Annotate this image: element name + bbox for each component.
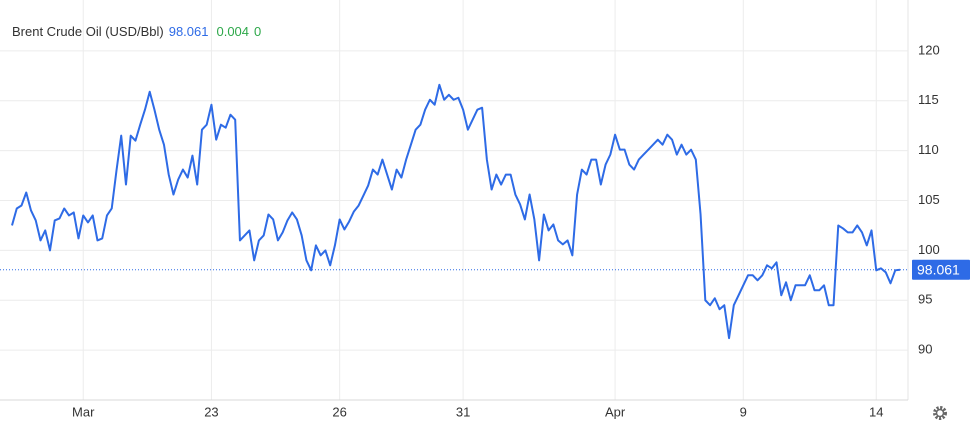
price: 98.061 [169,24,209,39]
change-pct: 0 [254,24,261,39]
y-tick-label: 90 [918,342,932,357]
y-tick-label: 120 [918,42,940,57]
price-line [11,83,901,340]
x-tick-label: Apr [605,404,626,419]
y-tick-label: 110 [918,142,939,157]
chart-title: Brent Crude Oil (USD/Bbl) [12,24,164,39]
y-tick-label: 105 [918,192,940,207]
y-tick-label: 115 [918,92,939,107]
change: 0.004 [216,24,249,39]
x-tick-label: 31 [456,404,470,419]
last-price-label: 98.061 [917,261,960,277]
y-tick-label: 100 [918,242,940,257]
x-tick-label: 26 [332,404,346,419]
gear-body [935,408,945,418]
gear-teeth [933,406,947,420]
x-tick-label: 9 [740,404,747,419]
chart-header: Brent Crude Oil (USD/Bbl) 98.061 0.004 0 [12,24,261,39]
y-tick-label: 95 [918,292,932,307]
settings-icon[interactable] [933,406,947,420]
x-tick-label: Mar [72,404,95,419]
x-tick-label: 14 [869,404,883,419]
x-tick-label: 23 [204,404,218,419]
last-price-tag [912,259,970,280]
